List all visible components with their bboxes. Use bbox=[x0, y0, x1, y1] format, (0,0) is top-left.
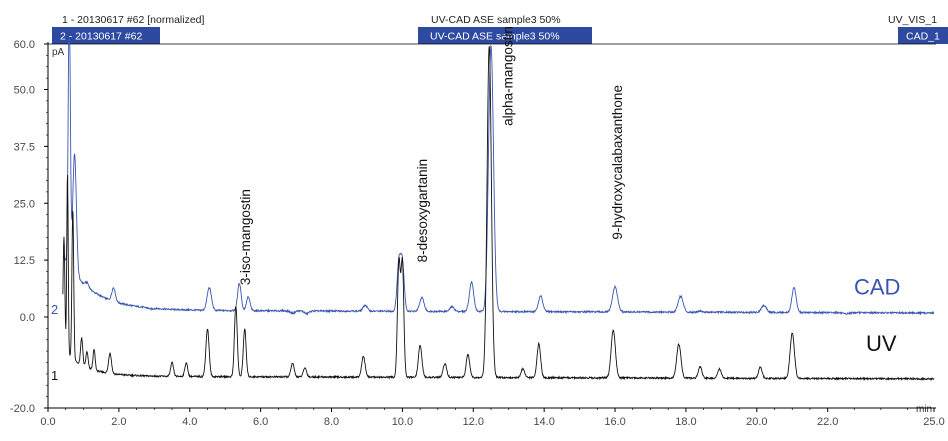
y-tick-label: 50.0 bbox=[14, 85, 35, 97]
series-tag-uv: UV bbox=[866, 331, 897, 356]
y-tick-label: 60.0 bbox=[14, 39, 35, 51]
series-line-uv bbox=[62, 46, 935, 382]
header-center-top-label: UV-CAD ASE sample3 50% bbox=[431, 14, 561, 26]
y-tick-label: 12.5 bbox=[14, 255, 35, 267]
header-center-box-label: UV-CAD ASE sample3 50% bbox=[430, 31, 560, 43]
x-tick-label: 4.0 bbox=[182, 416, 197, 428]
y-unit-label: pA bbox=[52, 47, 65, 58]
header-right-top-label: UV_VIS_1 bbox=[888, 14, 937, 26]
axes bbox=[47, 42, 936, 409]
x-tick-label: 20.0 bbox=[746, 416, 767, 428]
x-tick-label: 8.0 bbox=[324, 416, 339, 428]
x-tick-label: 6.0 bbox=[253, 416, 268, 428]
peak-annotation-label: 3-iso-mangostin bbox=[238, 189, 253, 285]
peak-annotation-label: 8-desoxygartanin bbox=[415, 159, 430, 263]
y-tick-label: 0.0 bbox=[20, 312, 35, 324]
chart-header: 1 - 20130617 #62 [normalized] 2 - 201306… bbox=[52, 14, 948, 44]
x-tick-label: 25.0 bbox=[923, 416, 944, 428]
y-tick-label: -20.0 bbox=[10, 403, 35, 415]
y-tick-label: 37.5 bbox=[14, 141, 35, 153]
x-tick-label: 2.0 bbox=[111, 416, 126, 428]
x-tick-label: 22.0 bbox=[817, 416, 838, 428]
x-tick-label: 10.0 bbox=[392, 416, 413, 428]
x-unit-label: min bbox=[916, 404, 932, 415]
trace-number-2: 2 bbox=[51, 302, 58, 317]
header-left-box bbox=[52, 27, 160, 44]
y-tick-label: 25.0 bbox=[14, 198, 35, 210]
header-left-box-label: 2 - 20130617 #62 bbox=[60, 31, 142, 43]
series-group: 21 bbox=[51, 39, 935, 383]
header-right-box bbox=[898, 27, 948, 44]
series-tags: CAD UV bbox=[854, 274, 900, 356]
trace-number-1: 1 bbox=[51, 368, 58, 383]
series-line-cad bbox=[62, 39, 935, 316]
peak-annotation-label: alpha-mangostin bbox=[500, 26, 515, 126]
peak-annotations: 3-iso-mangostin 8-desoxygartanin alpha-man… bbox=[238, 26, 625, 285]
y-axis-ticks: 60.0 50.0 37.5 25.0 12.5 0.0 -20.0 bbox=[10, 39, 48, 415]
x-tick-label: 14.0 bbox=[533, 416, 554, 428]
x-tick-label: 12.0 bbox=[463, 416, 484, 428]
header-right-box-label: CAD_1 bbox=[906, 31, 940, 43]
x-tick-label: 18.0 bbox=[675, 416, 696, 428]
x-axis-ticks: 0.0 2.0 4.0 6.0 8.0 10.0 12.0 14.0 16.0 18.0 20.0 2… bbox=[40, 408, 945, 428]
x-tick-label: 0.0 bbox=[40, 416, 55, 428]
header-center-box bbox=[418, 27, 592, 44]
series-tag-cad: CAD bbox=[854, 274, 900, 299]
x-tick-label: 16.0 bbox=[604, 416, 625, 428]
peak-annotation-label: 9-hydroxycalabaxanthone bbox=[610, 85, 625, 240]
header-left-top-label: 1 - 20130617 #62 [normalized] bbox=[62, 14, 205, 26]
